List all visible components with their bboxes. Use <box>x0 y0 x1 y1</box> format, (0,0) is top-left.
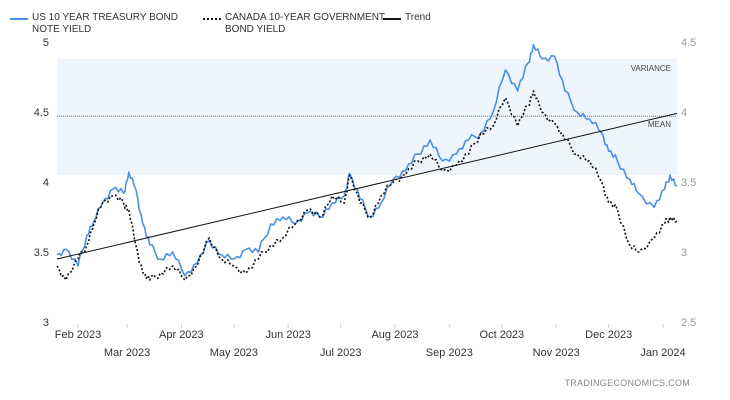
x-tick-label-upper: Dec 2023 <box>585 329 632 341</box>
legend-swatch-us <box>10 18 28 20</box>
y-left-tick-label: 3.5 <box>34 247 49 259</box>
y-left-tick-label: 4 <box>43 177 49 189</box>
legend-label-canada-line2: BOND YIELD <box>225 24 286 35</box>
legend-swatch-trend <box>383 18 401 20</box>
y-right-tick-label: 4 <box>681 107 687 119</box>
legend-label-us-line2: NOTE YIELD <box>32 24 92 35</box>
x-tick-label-lower: Jan 2024 <box>640 347 685 359</box>
legend-swatch-canada <box>203 18 221 20</box>
variance-label: VARIANCE <box>631 64 671 73</box>
y-left-tick-label: 4.5 <box>34 107 49 119</box>
x-tick-label-upper: Aug 2023 <box>371 329 418 341</box>
legend-label-canada-line1: CANADA 10-YEAR GOVERNMENT <box>225 12 386 23</box>
series-line-canada <box>56 90 678 281</box>
legend-item-canada[interactable]: CANADA 10-YEAR GOVERNMENT BOND YIELD <box>203 12 385 36</box>
y-left-tick-label: 3 <box>43 317 49 329</box>
trend-line <box>56 112 678 260</box>
x-tick-label-lower: Sep 2023 <box>426 347 473 359</box>
watermark: TRADINGECONOMICS.COM <box>564 378 690 388</box>
y-right-tick-label: 2.5 <box>681 317 696 329</box>
y-right-tick-label: 3.5 <box>681 177 696 189</box>
legend-label-trend: Trend <box>405 12 431 23</box>
x-tick-label-lower: Jul 2023 <box>320 347 362 359</box>
mean-label: MEAN <box>648 120 671 129</box>
x-tick-label-lower: Mar 2023 <box>104 347 150 359</box>
y-right-tick-label: 4.5 <box>681 37 696 49</box>
legend-item-us[interactable]: US 10 YEAR TREASURY BOND NOTE YIELD <box>10 12 178 36</box>
variance-band <box>57 58 677 175</box>
legend-item-trend[interactable]: Trend <box>383 12 431 24</box>
y-right-tick-label: 3 <box>681 247 687 259</box>
legend-label-us-line1: US 10 YEAR TREASURY BOND <box>32 12 178 23</box>
x-tick-label-upper: Oct 2023 <box>480 329 525 341</box>
y-left-tick-label: 5 <box>43 37 49 49</box>
x-tick-label-upper: Jun 2023 <box>266 329 311 341</box>
x-tick-label-upper: Apr 2023 <box>159 329 204 341</box>
x-tick-label-lower: May 2023 <box>210 347 258 359</box>
x-tick-label-upper: Feb 2023 <box>55 329 101 341</box>
x-tick-label-lower: Nov 2023 <box>533 347 580 359</box>
series-line-us <box>56 44 678 277</box>
